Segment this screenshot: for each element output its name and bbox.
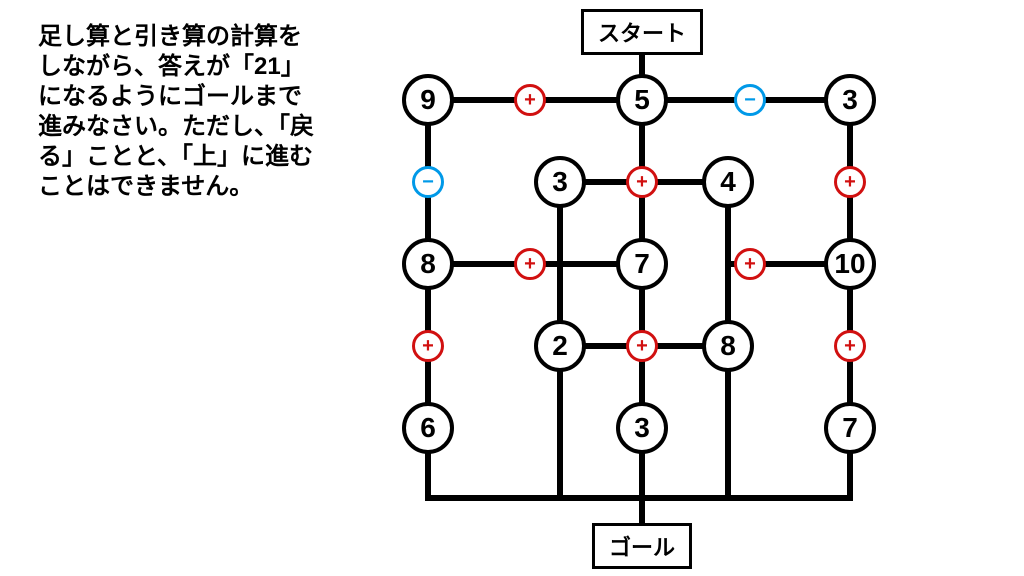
maze-diagram: 95334871028637 +−−+++++++ スタートゴール (380, 8, 940, 568)
goal-box: ゴール (592, 523, 692, 569)
start-box: スタート (581, 9, 703, 55)
instructions-text: 足し算と引き算の計算をしながら、答えが「21」になるようにゴールまで進みなさい。… (38, 22, 318, 202)
